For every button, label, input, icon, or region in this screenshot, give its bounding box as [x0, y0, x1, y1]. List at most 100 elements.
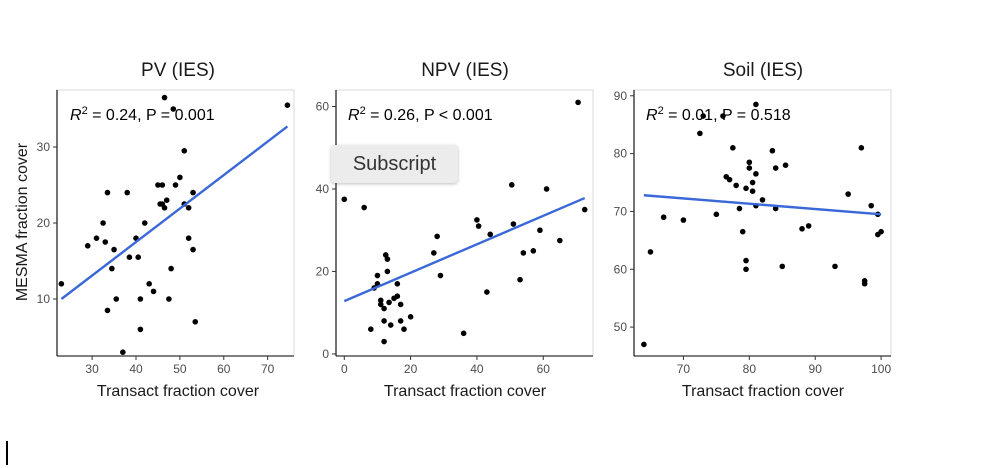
data-point: [100, 220, 106, 226]
data-point: [137, 326, 144, 333]
data-point: [753, 101, 759, 108]
x-axis-label-soil: Transact fraction cover: [682, 383, 845, 400]
x-axis-label-pv: Transact fraction cover: [97, 383, 260, 400]
data-point: [177, 174, 183, 181]
data-point: [713, 211, 720, 218]
y-tick-label: 60: [316, 99, 330, 113]
data-point: [102, 239, 109, 245]
panel-title-npv: NPV (IES): [421, 60, 509, 81]
data-point: [769, 147, 776, 154]
data-point: [743, 257, 749, 264]
data-point: [431, 250, 437, 256]
data-point: [104, 307, 111, 314]
data-point: [660, 214, 667, 221]
y-tick-label: 70: [614, 204, 628, 218]
data-point: [93, 235, 100, 241]
data-point: [782, 162, 789, 168]
data-point: [487, 231, 494, 238]
data-point: [104, 189, 111, 196]
data-point: [394, 293, 401, 300]
data-point: [124, 189, 131, 196]
data-point: [537, 227, 543, 234]
y-tick-label: 10: [37, 292, 51, 306]
plot-border: [56, 89, 295, 357]
data-point: [397, 301, 404, 308]
data-point: [146, 281, 152, 287]
data-point: [832, 263, 838, 270]
panel-soil: Soil (IES) Transact fraction cover R2 = …: [614, 60, 892, 400]
x-tick-label: 0: [341, 362, 348, 376]
data-point: [141, 220, 148, 226]
y-tick-label: 20: [37, 216, 51, 230]
data-point: [753, 171, 759, 177]
x-tick-label: 50: [173, 362, 187, 376]
data-point: [799, 225, 805, 232]
annotation-soil: R2 = 0.01, P = 0.518: [646, 105, 791, 124]
data-point: [185, 205, 192, 211]
panel-title-soil: Soil (IES): [723, 60, 803, 81]
data-point: [172, 182, 179, 188]
data-point: [361, 204, 367, 211]
y-tick-label: 90: [614, 89, 628, 103]
data-point: [368, 326, 374, 332]
data-point: [743, 266, 749, 273]
data-point: [434, 233, 440, 240]
data-point: [161, 205, 168, 211]
data-point: [181, 148, 188, 154]
data-point: [155, 182, 161, 188]
data-point: [647, 249, 654, 255]
data-point: [858, 145, 865, 151]
data-point: [743, 185, 749, 192]
y-tick-label: 50: [614, 320, 628, 334]
data-point: [557, 237, 563, 244]
data-point: [726, 176, 733, 183]
data-point: [397, 318, 404, 324]
data-point: [168, 265, 174, 272]
data-point: [845, 191, 851, 197]
data-point: [746, 159, 753, 166]
x-tick-label: 70: [261, 362, 275, 376]
data-point: [861, 280, 868, 287]
data-point: [377, 297, 384, 304]
data-point: [84, 243, 91, 249]
data-point: [575, 99, 581, 106]
y-tick-label: 30: [37, 140, 51, 154]
data-point: [805, 223, 812, 229]
data-point: [772, 165, 779, 171]
data-point: [730, 145, 736, 151]
data-point: [120, 349, 126, 356]
data-point: [161, 94, 168, 101]
data-point: [381, 338, 387, 345]
data-point: [530, 248, 537, 254]
regression-line: [60, 125, 289, 300]
data-point: [111, 246, 117, 253]
data-point: [341, 196, 348, 203]
y-tick-label: 80: [614, 147, 628, 161]
y-tick-label: 60: [614, 262, 628, 276]
panel-npv: NPV (IES) Transact fraction cover R2 = 0…: [316, 60, 594, 400]
plot-border: [633, 89, 892, 357]
data-point: [284, 102, 291, 108]
data-point: [135, 254, 141, 260]
x-tick-label: 100: [871, 362, 891, 376]
data-point: [508, 182, 515, 188]
data-point: [700, 113, 706, 119]
y-tick-label: 40: [316, 182, 330, 196]
data-point: [697, 130, 703, 137]
data-point: [381, 305, 387, 312]
data-point: [484, 289, 490, 295]
data-point: [170, 106, 177, 112]
data-point: [137, 296, 144, 302]
data-point: [386, 299, 392, 306]
data-point: [185, 235, 192, 241]
annotation-npv: R2 = 0.26, P < 0.001: [348, 105, 493, 124]
data-point: [543, 186, 550, 192]
data-point: [736, 205, 743, 212]
data-point: [58, 281, 65, 287]
annotation-pv: R2 = 0.24, P = 0.001: [70, 105, 215, 124]
panel-title-pv: PV (IES): [141, 60, 215, 81]
data-point: [159, 182, 166, 188]
data-point: [749, 179, 756, 186]
x-tick-label: 90: [809, 362, 823, 376]
